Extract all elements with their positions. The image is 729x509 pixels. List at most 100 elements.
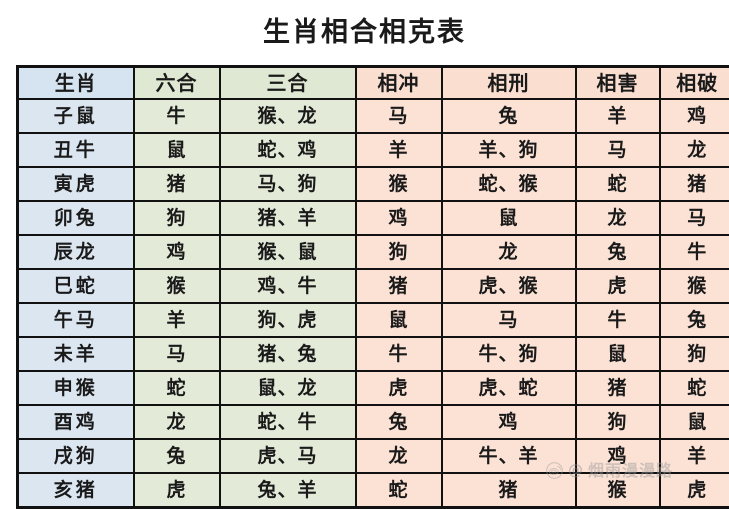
table-header-row: 生肖 六合 三合 相冲 相刑 相害 相破 xyxy=(18,67,729,100)
cell-xiangxing: 鸡 xyxy=(442,405,576,439)
cell-sanhe: 蛇、牛 xyxy=(220,405,356,439)
zodiac-table-container: 生肖 六合 三合 相冲 相刑 相害 相破 子鼠 牛 猴、龙 马 兔 羊 xyxy=(16,65,714,509)
cell-xiangpo: 兔 xyxy=(660,303,729,337)
cell-xianghai: 猪 xyxy=(576,371,660,405)
cell-sign: 子鼠 xyxy=(18,99,134,133)
cell-sign: 卯兔 xyxy=(18,201,134,235)
cell-sign: 巳蛇 xyxy=(18,269,134,303)
cell-sanhe: 狗、虎 xyxy=(220,303,356,337)
cell-liuhe: 马 xyxy=(134,337,220,371)
zodiac-compatibility-table: 生肖 六合 三合 相冲 相刑 相害 相破 子鼠 牛 猴、龙 马 兔 羊 xyxy=(16,65,729,509)
table-row: 巳蛇 猴 鸡、牛 猪 虎、猴 虎 猴 xyxy=(18,269,729,303)
cell-liuhe: 兔 xyxy=(134,439,220,473)
cell-xiangchong: 猴 xyxy=(356,167,442,201)
cell-liuhe: 虎 xyxy=(134,473,220,508)
cell-liuhe: 猪 xyxy=(134,167,220,201)
cell-xianghai: 狗 xyxy=(576,405,660,439)
column-header-sign: 生肖 xyxy=(18,67,134,100)
cell-sanhe: 鼠、龙 xyxy=(220,371,356,405)
table-row: 申猴 蛇 鼠、龙 虎 虎、蛇 猪 蛇 xyxy=(18,371,729,405)
cell-sanhe: 猪、兔 xyxy=(220,337,356,371)
cell-xianghai: 马 xyxy=(576,133,660,167)
cell-liuhe: 鼠 xyxy=(134,133,220,167)
cell-liuhe: 狗 xyxy=(134,201,220,235)
cell-sign: 寅虎 xyxy=(18,167,134,201)
cell-xiangchong: 鸡 xyxy=(356,201,442,235)
cell-sanhe: 虎、马 xyxy=(220,439,356,473)
cell-sanhe: 马、狗 xyxy=(220,167,356,201)
cell-liuhe: 龙 xyxy=(134,405,220,439)
table-body: 子鼠 牛 猴、龙 马 兔 羊 鸡 丑牛 鼠 蛇、鸡 羊 羊、狗 马 龙 xyxy=(18,99,729,508)
table-row: 戌狗 兔 虎、马 龙 牛、羊 鸡 羊 xyxy=(18,439,729,473)
cell-xianghai: 虎 xyxy=(576,269,660,303)
column-header-xiangpo: 相破 xyxy=(660,67,729,100)
cell-xiangchong: 猪 xyxy=(356,269,442,303)
cell-xiangchong: 蛇 xyxy=(356,473,442,508)
cell-liuhe: 牛 xyxy=(134,99,220,133)
page-title: 生肖相合相克表 xyxy=(0,16,729,50)
cell-xiangxing: 马 xyxy=(442,303,576,337)
cell-sign: 未羊 xyxy=(18,337,134,371)
cell-xiangpo: 虎 xyxy=(660,473,729,508)
cell-xiangchong: 马 xyxy=(356,99,442,133)
cell-xianghai: 鸡 xyxy=(576,439,660,473)
column-header-xianghai: 相害 xyxy=(576,67,660,100)
cell-xiangchong: 龙 xyxy=(356,439,442,473)
cell-sanhe: 蛇、鸡 xyxy=(220,133,356,167)
cell-xiangchong: 羊 xyxy=(356,133,442,167)
cell-sign: 亥猪 xyxy=(18,473,134,508)
cell-sign: 午马 xyxy=(18,303,134,337)
cell-xiangchong: 牛 xyxy=(356,337,442,371)
column-header-xiangchong: 相冲 xyxy=(356,67,442,100)
cell-xiangxing: 羊、狗 xyxy=(442,133,576,167)
cell-xiangpo: 猪 xyxy=(660,167,729,201)
cell-xianghai: 兔 xyxy=(576,235,660,269)
cell-xiangpo: 鸡 xyxy=(660,99,729,133)
table-row: 寅虎 猪 马、狗 猴 蛇、猴 蛇 猪 xyxy=(18,167,729,201)
table-row: 未羊 马 猪、兔 牛 牛、狗 鼠 狗 xyxy=(18,337,729,371)
table-row: 酉鸡 龙 蛇、牛 兔 鸡 狗 鼠 xyxy=(18,405,729,439)
cell-sanhe: 猪、羊 xyxy=(220,201,356,235)
column-header-xiangxing: 相刑 xyxy=(442,67,576,100)
cell-sanhe: 猴、鼠 xyxy=(220,235,356,269)
cell-xiangxing: 牛、狗 xyxy=(442,337,576,371)
cell-xianghai: 猴 xyxy=(576,473,660,508)
cell-xiangchong: 鼠 xyxy=(356,303,442,337)
table-row: 午马 羊 狗、虎 鼠 马 牛 兔 xyxy=(18,303,729,337)
cell-liuhe: 羊 xyxy=(134,303,220,337)
table-row: 亥猪 虎 兔、羊 蛇 猪 猴 虎 xyxy=(18,473,729,508)
cell-xiangxing: 蛇、猴 xyxy=(442,167,576,201)
cell-xiangpo: 马 xyxy=(660,201,729,235)
cell-xiangpo: 龙 xyxy=(660,133,729,167)
cell-liuhe: 猴 xyxy=(134,269,220,303)
cell-xianghai: 牛 xyxy=(576,303,660,337)
cell-xiangxing: 鼠 xyxy=(442,201,576,235)
cell-xiangxing: 牛、羊 xyxy=(442,439,576,473)
cell-xianghai: 羊 xyxy=(576,99,660,133)
cell-xiangpo: 狗 xyxy=(660,337,729,371)
table-row: 丑牛 鼠 蛇、鸡 羊 羊、狗 马 龙 xyxy=(18,133,729,167)
cell-xiangpo: 蛇 xyxy=(660,371,729,405)
cell-xiangxing: 龙 xyxy=(442,235,576,269)
column-header-liuhe: 六合 xyxy=(134,67,220,100)
cell-liuhe: 蛇 xyxy=(134,371,220,405)
table-row: 子鼠 牛 猴、龙 马 兔 羊 鸡 xyxy=(18,99,729,133)
cell-xianghai: 鼠 xyxy=(576,337,660,371)
cell-xiangchong: 狗 xyxy=(356,235,442,269)
cell-xiangxing: 虎、蛇 xyxy=(442,371,576,405)
page-title-text: 生肖相合相克表 xyxy=(263,16,466,50)
cell-xiangpo: 鼠 xyxy=(660,405,729,439)
cell-xianghai: 蛇 xyxy=(576,167,660,201)
cell-xiangchong: 虎 xyxy=(356,371,442,405)
cell-xiangxing: 兔 xyxy=(442,99,576,133)
table-header: 生肖 六合 三合 相冲 相刑 相害 相破 xyxy=(18,67,729,100)
cell-sanhe: 兔、羊 xyxy=(220,473,356,508)
cell-sign: 酉鸡 xyxy=(18,405,134,439)
cell-xiangpo: 羊 xyxy=(660,439,729,473)
cell-xiangxing: 虎、猴 xyxy=(442,269,576,303)
cell-xiangpo: 猴 xyxy=(660,269,729,303)
table-row: 辰龙 鸡 猴、鼠 狗 龙 兔 牛 xyxy=(18,235,729,269)
column-header-sanhe: 三合 xyxy=(220,67,356,100)
cell-xiangxing: 猪 xyxy=(442,473,576,508)
